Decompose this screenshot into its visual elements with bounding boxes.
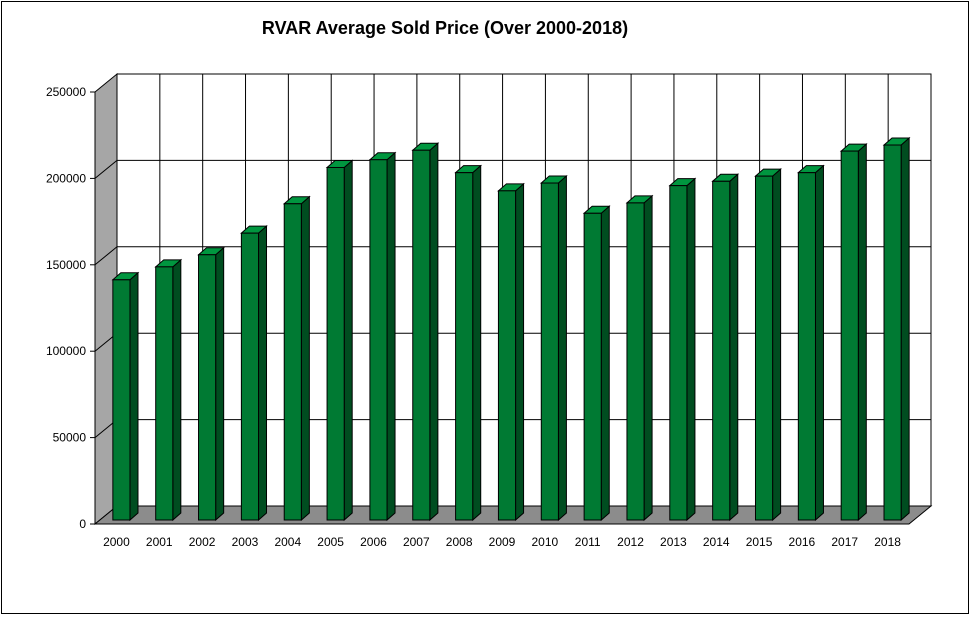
y-tick-label: 200000 bbox=[46, 171, 86, 185]
bar-front bbox=[626, 202, 645, 521]
bar bbox=[325, 159, 354, 522]
x-axis-ticks: 2000 2001 2002 2003 2004 2005 2006 2007 2008 2009… bbox=[103, 535, 901, 549]
bar-front bbox=[198, 254, 217, 521]
y-tick-label: 150000 bbox=[46, 258, 86, 272]
bar-front bbox=[883, 144, 902, 521]
bar bbox=[582, 205, 611, 522]
bar bbox=[454, 164, 483, 522]
bar bbox=[282, 195, 311, 522]
bar-side bbox=[729, 173, 739, 522]
bar-side bbox=[772, 168, 782, 522]
bar-side bbox=[343, 159, 353, 522]
y-tick-label: 250000 bbox=[46, 85, 86, 99]
bar-front bbox=[369, 159, 388, 521]
bar-side bbox=[686, 177, 696, 522]
x-tick-label: 2003 bbox=[232, 535, 259, 549]
x-tick-label: 2006 bbox=[360, 535, 387, 549]
bar bbox=[796, 164, 825, 522]
bar-side bbox=[300, 195, 310, 522]
bar-side bbox=[472, 164, 482, 522]
bar-side bbox=[814, 164, 824, 522]
bars bbox=[111, 136, 911, 522]
bar bbox=[154, 258, 183, 522]
bar-front bbox=[583, 212, 602, 521]
bar bbox=[539, 174, 568, 522]
y-axis-ticks: 0 50000 100000 150000 200000 250000 bbox=[46, 85, 95, 531]
bar-side bbox=[600, 205, 610, 522]
y-tick-label: 0 bbox=[79, 517, 86, 531]
bar-front bbox=[540, 182, 559, 521]
bar-side bbox=[515, 182, 525, 522]
bar-side bbox=[557, 174, 567, 522]
x-tick-label: 2018 bbox=[874, 535, 901, 549]
bar bbox=[197, 246, 226, 522]
bar bbox=[711, 173, 740, 522]
bar-front bbox=[155, 266, 174, 521]
bar-front bbox=[112, 279, 131, 521]
bar-side bbox=[429, 142, 439, 522]
x-tick-label: 2002 bbox=[189, 535, 216, 549]
bar-side bbox=[643, 194, 653, 522]
x-tick-label: 2015 bbox=[746, 535, 773, 549]
gridline-side bbox=[94, 160, 118, 179]
bar bbox=[411, 142, 440, 522]
x-tick-label: 2012 bbox=[617, 535, 644, 549]
bar bbox=[882, 136, 911, 522]
bar-front bbox=[455, 172, 474, 521]
bar-front bbox=[669, 185, 688, 521]
bar bbox=[754, 168, 782, 522]
bar-side bbox=[172, 258, 182, 522]
x-tick-label: 2013 bbox=[660, 535, 687, 549]
bar bbox=[839, 142, 868, 522]
x-tick-label: 2005 bbox=[317, 535, 344, 549]
bar-side bbox=[386, 151, 396, 522]
bar-front bbox=[754, 175, 774, 521]
bar-front bbox=[412, 149, 431, 521]
bar-side bbox=[215, 246, 225, 522]
x-tick-label: 2011 bbox=[575, 535, 601, 549]
bar-side bbox=[258, 225, 268, 522]
x-tick-label: 2004 bbox=[274, 535, 301, 549]
bar-side bbox=[900, 136, 910, 522]
bar-front bbox=[497, 190, 517, 521]
bar-front bbox=[712, 180, 731, 521]
bar bbox=[240, 225, 268, 522]
x-tick-label: 2010 bbox=[531, 535, 558, 549]
x-tick-label: 2001 bbox=[146, 535, 173, 549]
x-tick-label: 2017 bbox=[831, 535, 858, 549]
y-tick-label: 50000 bbox=[53, 431, 87, 445]
x-tick-label: 2016 bbox=[789, 535, 816, 549]
bar bbox=[625, 194, 654, 522]
bar bbox=[497, 182, 525, 522]
x-tick-label: 2008 bbox=[446, 535, 473, 549]
bar-side bbox=[129, 271, 139, 522]
bar-side bbox=[857, 142, 867, 522]
bar-front bbox=[283, 203, 302, 521]
bar-front bbox=[797, 172, 816, 521]
x-tick-label: 2009 bbox=[489, 535, 516, 549]
bar bbox=[368, 151, 397, 522]
chart-title: RVAR Average Sold Price (Over 2000-2018) bbox=[262, 18, 628, 38]
bar-front bbox=[840, 150, 859, 521]
bar bbox=[111, 271, 140, 522]
x-tick-label: 2007 bbox=[403, 535, 430, 549]
gridline-side bbox=[94, 246, 118, 266]
x-tick-label: 2000 bbox=[103, 535, 130, 549]
y-tick-label: 100000 bbox=[46, 344, 86, 358]
bar-front bbox=[240, 232, 260, 521]
x-tick-label: 2014 bbox=[703, 535, 730, 549]
bar-front bbox=[326, 166, 345, 521]
bar bbox=[668, 177, 697, 522]
